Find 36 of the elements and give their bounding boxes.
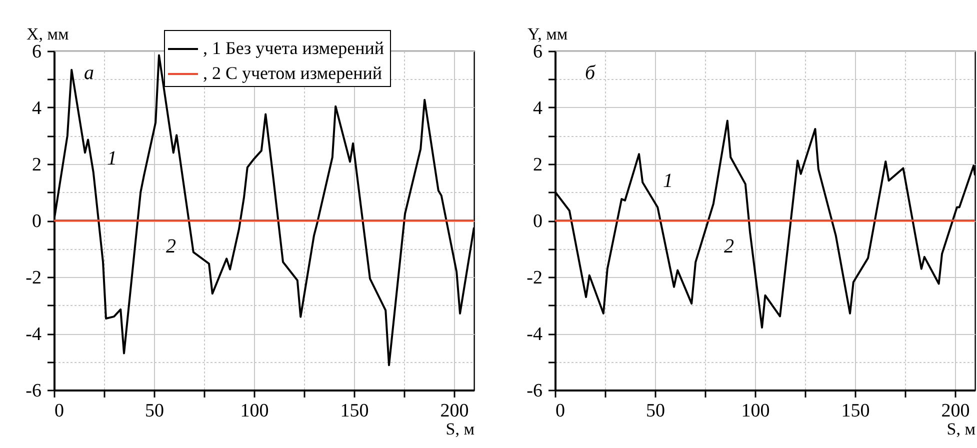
x-tick-label: 0	[556, 400, 565, 422]
x-tick-label: 150	[841, 400, 870, 422]
legend-label: , 2 С учетом измерений	[203, 63, 382, 83]
annotation: б	[585, 62, 596, 84]
y-tick-label: 6	[32, 42, 42, 62]
x-tick-label: 200	[440, 400, 469, 422]
y-tick-label: 2	[533, 154, 542, 176]
x-tick-label: 100	[240, 400, 269, 422]
annotation: 2	[166, 236, 176, 258]
legend-label: , 1 Без учета измерений	[203, 38, 384, 58]
x-tick-label: 50	[145, 400, 164, 422]
x-tick-label: 150	[340, 400, 369, 422]
y-tick-label: -4	[526, 324, 543, 345]
x-axis-title: S, м	[446, 420, 475, 438]
annotation: 1	[107, 147, 117, 170]
annotation: а	[84, 62, 94, 84]
y-axis-title: Y, мм	[528, 24, 568, 44]
x-tick-label: 200	[941, 400, 970, 422]
y-tick-label: -6	[26, 380, 42, 402]
x-tick-label: 0	[54, 400, 64, 422]
y-tick-label: -6	[526, 380, 542, 402]
y-tick-label: 4	[32, 98, 42, 119]
x-tick-label: 100	[741, 400, 770, 422]
y-tick-label: -4	[26, 324, 42, 345]
x-tick-label: 50	[646, 400, 665, 422]
x-axis-title: S, м	[946, 420, 976, 438]
y-tick-label: 2	[32, 154, 42, 176]
y-tick-label: -2	[26, 268, 42, 288]
y-axis-title: X, мм	[26, 24, 70, 44]
y-tick-label: 6	[533, 42, 542, 62]
y-tick-label: 0	[533, 211, 542, 232]
y-tick-label: -2	[526, 268, 542, 288]
y-tick-label: 4	[533, 98, 543, 119]
annotation: 2	[724, 236, 734, 258]
y-tick-label: 0	[32, 211, 42, 232]
annotation: 1	[663, 170, 673, 192]
